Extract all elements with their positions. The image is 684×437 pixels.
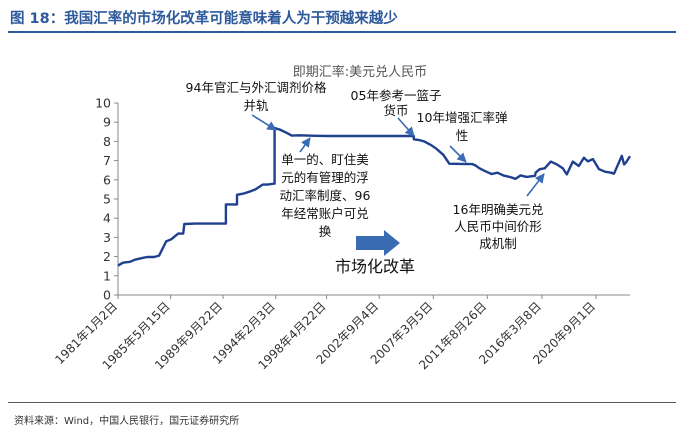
chart-title: 即期汇率:美元兑人民币 bbox=[293, 64, 427, 80]
arrow-94 bbox=[251, 114, 277, 131]
y-tick-label: 3 bbox=[103, 230, 111, 245]
exchange-rate-chart: 即期汇率:美元兑人民币 0123456789101981年1月2日1985年5月… bbox=[52, 64, 632, 372]
market-reform-arrow bbox=[356, 230, 400, 256]
y-tick-label: 10 bbox=[95, 96, 111, 111]
arrow-05 bbox=[397, 117, 415, 137]
annotation-a16-line: 16年明确美元兑 bbox=[453, 202, 544, 217]
series-line bbox=[117, 126, 632, 267]
annotation-a94-line: 并轨 bbox=[243, 98, 269, 113]
annotation-a16-line: 人民币中间价形 bbox=[454, 219, 542, 234]
source-note: 资料来源：Wind，中国人民银行，国元证券研究所 bbox=[14, 416, 240, 427]
y-tick-label: 9 bbox=[103, 115, 111, 130]
arrow-10 bbox=[449, 145, 467, 163]
annotation-mk-line: 市场化改革 bbox=[335, 257, 415, 276]
annotation-a10-line: 性 bbox=[456, 128, 469, 143]
annotation-a10-line: 10年增强汇率弹 bbox=[417, 110, 508, 125]
y-tick-label: 2 bbox=[103, 249, 111, 264]
figure-title: 图 18：我国汇率的市场化改革可能意味着人为干预越来越少 bbox=[10, 11, 398, 27]
source-rule bbox=[8, 402, 676, 403]
annotation-a96-line: 动汇率制度、96 bbox=[280, 188, 371, 203]
annotation-a16-line: 成机制 bbox=[479, 236, 517, 251]
y-tick-label: 5 bbox=[103, 192, 111, 207]
y-tick-label: 4 bbox=[103, 211, 111, 226]
y-tick-label: 0 bbox=[103, 288, 111, 303]
annotation-a05-line: 货币 bbox=[383, 103, 408, 118]
annotation-a96-line: 单一的、盯住美 bbox=[281, 152, 369, 167]
arrow-96 bbox=[299, 137, 311, 153]
annotation-a96-line: 换 bbox=[319, 224, 332, 239]
arrow-16 bbox=[526, 173, 545, 197]
y-tick-label: 7 bbox=[103, 153, 111, 168]
annotation-a05-line: 05年参考一篮子 bbox=[351, 88, 442, 103]
y-tick-label: 6 bbox=[103, 172, 111, 187]
title-rule bbox=[8, 31, 676, 33]
annotation-a96-line: 元的有管理的浮 bbox=[281, 170, 369, 185]
annotation-a94-line: 94年官汇与外汇调剂价格 bbox=[186, 80, 327, 95]
y-tick-label: 1 bbox=[103, 268, 111, 283]
y-tick-label: 8 bbox=[103, 134, 111, 149]
annotation-a96-line: 年经常账户可兑 bbox=[281, 206, 369, 221]
